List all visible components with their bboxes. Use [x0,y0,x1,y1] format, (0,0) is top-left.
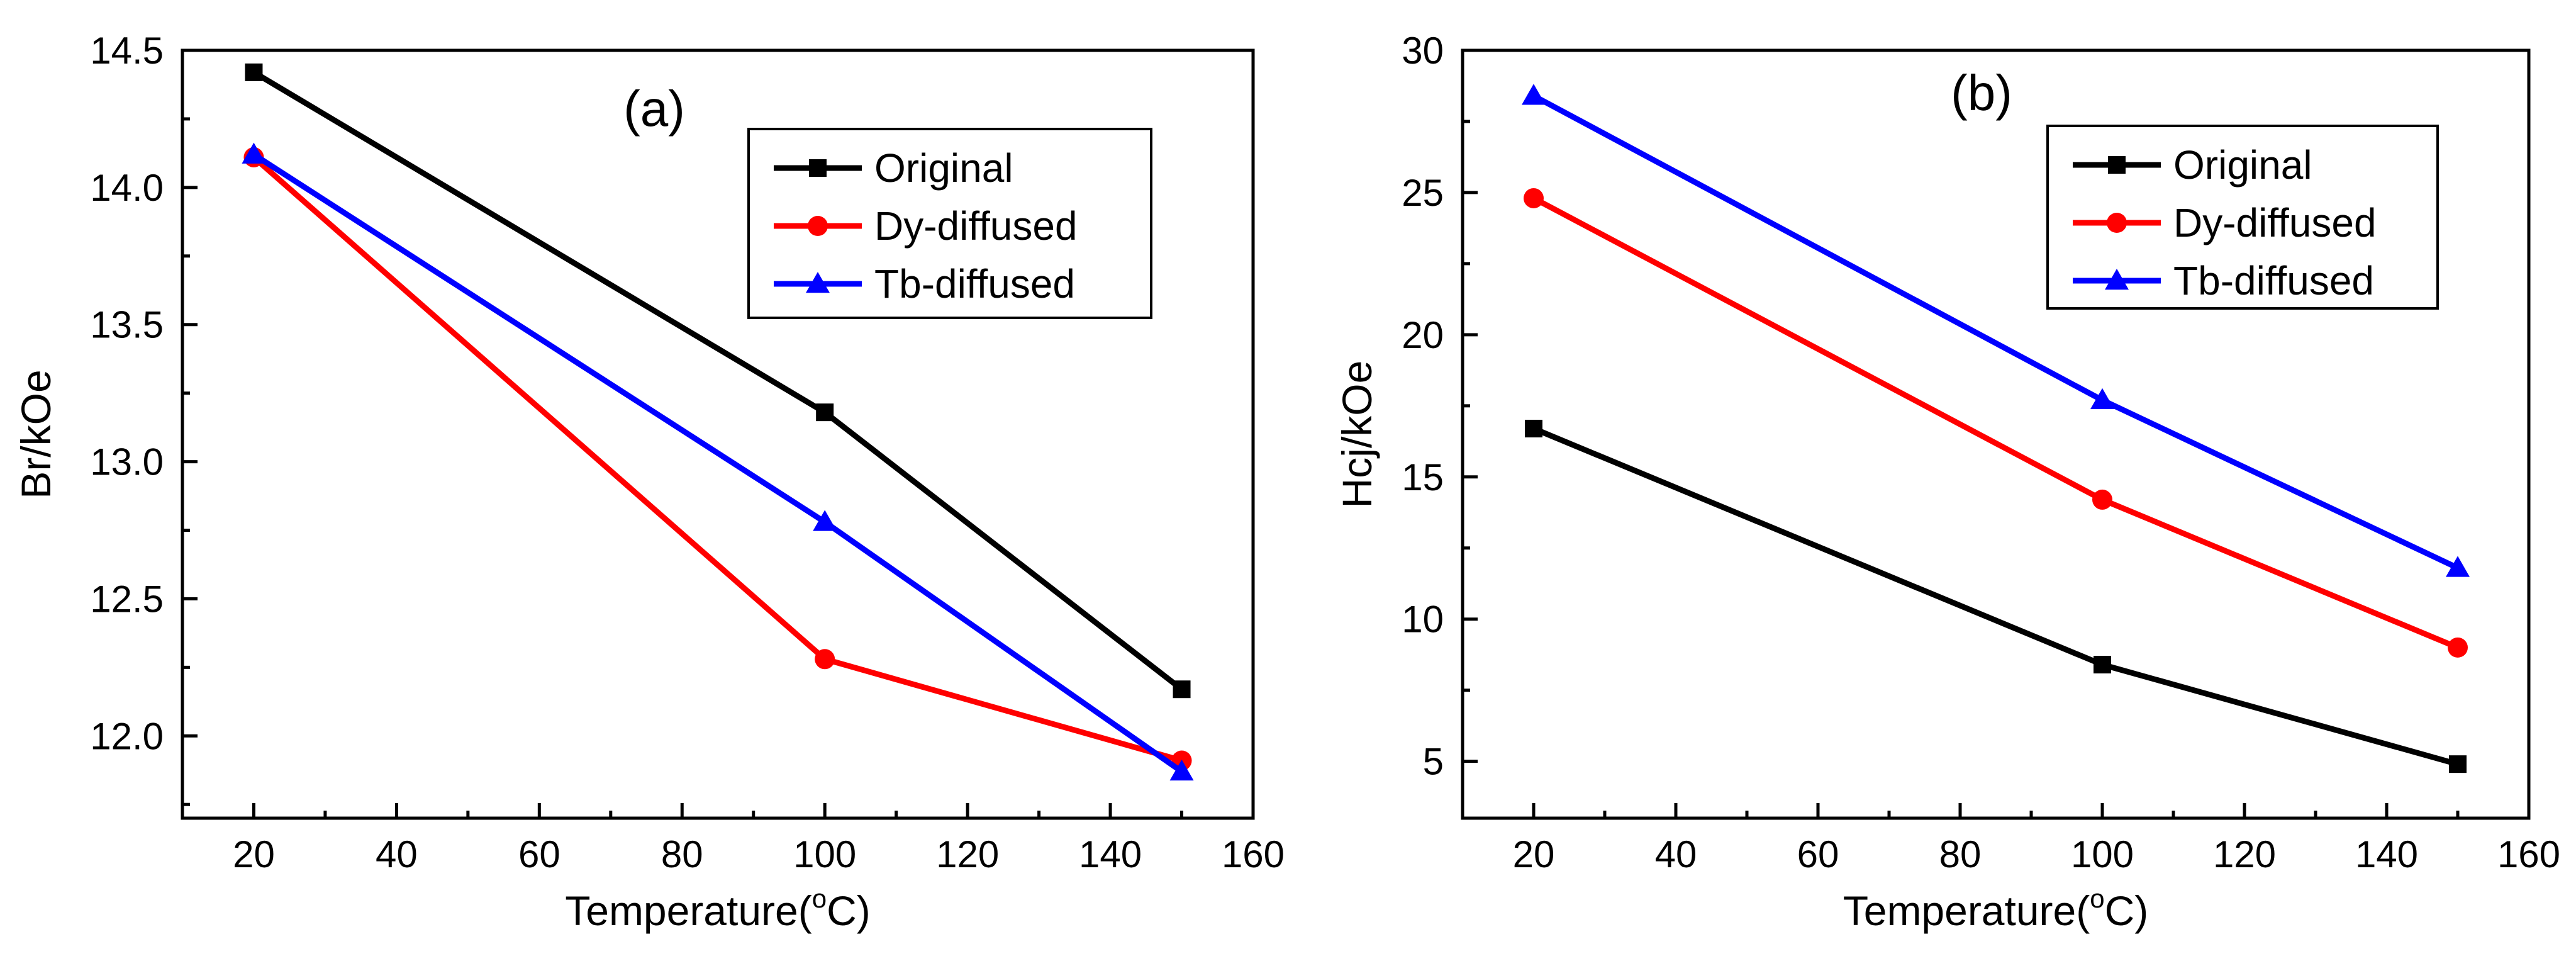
x-axis-title-paren-close: ) [2134,887,2148,934]
x-axis-title-paren: ( [798,887,812,934]
x-tick-label: 100 [793,833,856,875]
panel-label: (b) [1951,65,2012,121]
x-axis-title-paren: ( [2076,887,2090,934]
legend: Original Dy-diffused Tb-diffused [747,128,1152,319]
x-axis-title: Temperature(oC) [565,884,871,934]
x-tick-label: 40 [1655,833,1697,875]
y-axis-title: Hcj/kOe [1334,361,1380,509]
y-tick-label: 25 [1402,172,1444,214]
data-point-tb-diffused [1522,84,1546,105]
y-tick-label: 13.5 [90,304,164,346]
data-point-original [1173,680,1191,699]
chart-panel-a: 20 40 60 80 100 120 140 160 12.0 12.5 13.0 13.5 14.0… [13,30,1285,934]
data-point-original [2449,755,2467,773]
y-tick-label: 12.0 [90,715,164,757]
panel-label: (a) [623,81,685,137]
x-axis-title-paren-close: ) [857,887,871,934]
legend-swatch-marker [2108,156,2126,174]
y-tick-label: 12.5 [90,578,164,620]
plot-frame [1461,48,2531,820]
y-axis-title: Br/kOe [13,369,59,498]
data-point-tb-diffused [813,510,837,531]
x-axis-title: Temperature(oC) [1843,884,2149,934]
x-tick-label: 160 [2497,833,2560,875]
y-tick-label: 15 [1402,456,1444,498]
x-tick-label: 120 [936,833,999,875]
y-tick-label: 14.5 [90,30,164,72]
chart-panel-b: 20 40 60 80 100 120 140 160 5 10 15 20 25 30 Temperatu… [1334,30,2560,934]
legend-entry: Dy-diffused [874,203,1078,249]
y-tick-label: 14.0 [90,167,164,209]
x-tick-label: 120 [2213,833,2276,875]
legend: Original Dy-diffused Tb-diffused [2046,125,2439,310]
x-tick-label: 60 [1797,833,1839,875]
legend-swatch-marker [809,159,827,177]
x-tick-label: 100 [2071,833,2134,875]
x-tick-label: 40 [376,833,418,875]
data-point-tb-diffused [242,142,266,164]
y-tick-label: 20 [1402,314,1444,356]
x-tick-label: 60 [518,833,560,875]
x-tick-label: 20 [233,833,275,875]
data-point-original [1525,419,1542,437]
x-tick-label: 80 [1939,833,1982,875]
x-tick-label: 20 [1513,833,1555,875]
x-tick-label: 80 [661,833,703,875]
y-tick-label: 5 [1423,741,1444,783]
data-point-tb-diffused [2090,388,2114,410]
x-axis-title-unit: C [827,887,857,934]
series-line-original [1532,425,2459,767]
data-point-original [245,63,263,81]
data-point-original [816,403,834,422]
legend-entry: Original [2173,142,2312,188]
data-point-dy-diffused [2448,637,2468,658]
legend-swatch-marker [2105,269,2129,290]
plot-frame [181,48,1255,820]
x-axis-title-degree: o [812,884,827,913]
legend-entry: Tb-diffused [874,261,1075,307]
x-tick-label: 140 [1079,833,1142,875]
x-axis-title-degree: o [2090,884,2104,913]
x-tick-label: 140 [2355,833,2418,875]
legend-swatch-marker [2107,213,2127,233]
y-tick-label: 10 [1402,599,1444,641]
x-axis-title-text: Temperature [565,887,798,934]
legend-entry: Original [874,145,1013,191]
y-tick-label: 30 [1402,30,1444,72]
x-tick-label: 160 [1222,833,1285,875]
x-axis-title-text: Temperature [1843,887,2077,934]
legend-entry: Dy-diffused [2173,200,2377,245]
data-point-dy-diffused [2092,489,2112,510]
data-point-dy-diffused [1524,188,1544,208]
legend-swatch-marker [806,272,830,293]
legend-swatch-marker [808,216,828,236]
x-axis-title-unit: C [2105,887,2135,934]
data-point-original [2094,656,2111,673]
data-point-tb-diffused [1169,759,1194,781]
legend-entry: Tb-diffused [2173,258,2374,303]
data-point-dy-diffused [815,649,835,670]
data-point-tb-diffused [2446,556,2470,577]
y-tick-label: 13.0 [90,441,164,483]
